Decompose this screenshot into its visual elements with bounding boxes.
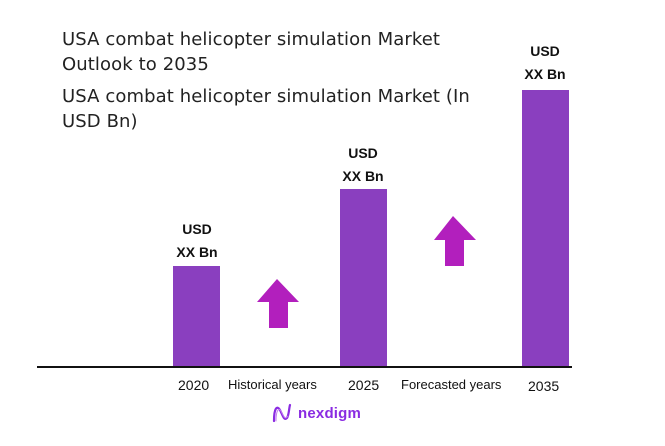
x-annotation-historical: Historical years (228, 377, 317, 392)
x-annotation-forecasted: Forecasted years (401, 377, 502, 392)
bar-2020 (173, 266, 220, 367)
bar-label-2020: USD XX Bn (176, 221, 218, 260)
x-tick-2025: 2025 (348, 377, 380, 393)
chart-subtitle: USA combat helicopter simulation Market … (62, 86, 470, 132)
up-arrow-icon (257, 279, 299, 328)
bar-2025 (340, 189, 387, 367)
bar-label-2035: USD XX Bn (524, 43, 566, 82)
chart-title: USA combat helicopter simulation Market … (62, 29, 441, 75)
bar-2035 (522, 90, 569, 367)
logo-text: nexdigm (298, 404, 362, 422)
up-arrow-icon (434, 216, 476, 266)
x-tick-2020: 2020 (178, 377, 210, 393)
x-axis-line (37, 366, 572, 368)
x-tick-2035: 2035 (528, 378, 560, 394)
bar-label-2025: USD XX Bn (342, 145, 384, 184)
nexdigm-logo: nexdigm (271, 402, 361, 424)
nexdigm-wave-icon (272, 403, 292, 423)
